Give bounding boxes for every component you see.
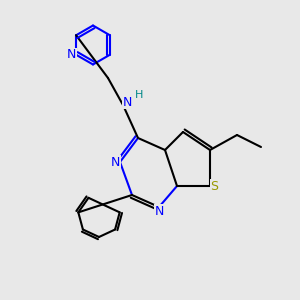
Text: N: N (67, 48, 76, 61)
Text: S: S (211, 179, 218, 193)
Text: N: N (154, 205, 164, 218)
Text: N: N (111, 155, 120, 169)
Text: H: H (135, 89, 144, 100)
Text: N: N (123, 95, 132, 109)
